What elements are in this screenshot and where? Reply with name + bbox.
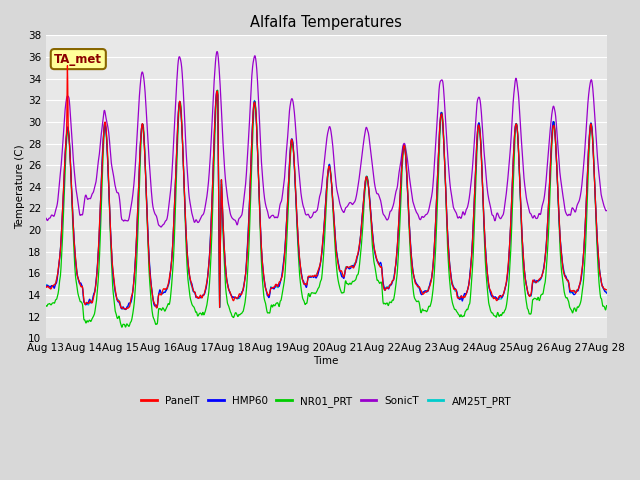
Title: Alfalfa Temperatures: Alfalfa Temperatures [250, 15, 402, 30]
Y-axis label: Temperature (C): Temperature (C) [15, 144, 25, 229]
Legend: PanelT, HMP60, NR01_PRT, SonicT, AM25T_PRT: PanelT, HMP60, NR01_PRT, SonicT, AM25T_P… [137, 392, 515, 411]
Text: TA_met: TA_met [54, 53, 102, 66]
X-axis label: Time: Time [314, 356, 339, 366]
